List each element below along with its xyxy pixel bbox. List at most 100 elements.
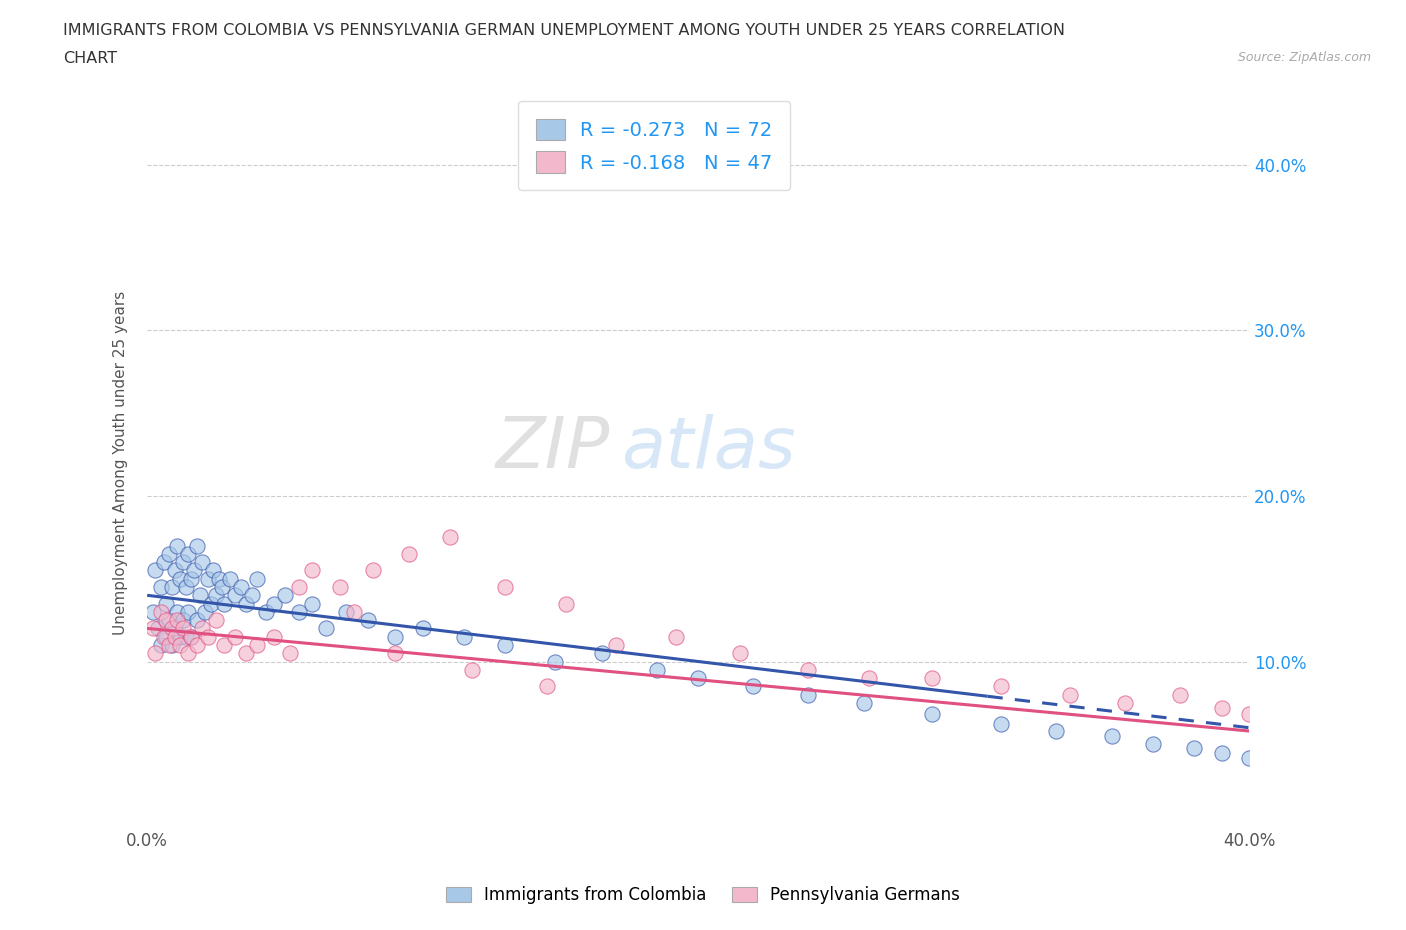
Point (461, 662, 484, 677)
Point (1101, 728, 1123, 743)
Point (728, 645, 751, 660)
Point (343, 604, 366, 619)
Point (287, 604, 309, 619)
Point (169, 637, 191, 652)
Point (1170, 687, 1192, 702)
Point (211, 579, 233, 594)
Point (254, 604, 277, 619)
Point (152, 555, 174, 570)
Point (224, 630, 246, 644)
Point (494, 579, 516, 594)
Point (240, 588, 263, 603)
Point (174, 630, 197, 644)
Point (1045, 724, 1067, 738)
Point (274, 588, 297, 603)
Point (208, 571, 231, 586)
Point (172, 621, 194, 636)
Point (852, 696, 875, 711)
Legend: Immigrants from Colombia, Pennsylvania Germans: Immigrants from Colombia, Pennsylvania G… (437, 878, 969, 912)
Point (797, 662, 820, 677)
Point (665, 630, 688, 644)
Point (235, 596, 257, 611)
Point (412, 621, 434, 636)
Point (246, 637, 269, 652)
Point (160, 637, 183, 652)
Point (246, 571, 269, 586)
Point (149, 637, 172, 652)
Point (149, 579, 172, 594)
Point (163, 563, 186, 578)
Point (398, 547, 420, 562)
Point (439, 530, 461, 545)
Point (287, 579, 309, 594)
Point (214, 637, 236, 652)
Point (155, 596, 177, 611)
Point (544, 654, 567, 669)
Text: ZIP: ZIP (496, 414, 610, 483)
Point (1239, 751, 1261, 765)
Point (163, 630, 186, 644)
Y-axis label: Unemployment Among Youth under 25 years: Unemployment Among Youth under 25 years (114, 291, 128, 635)
Point (218, 571, 240, 586)
Point (172, 613, 194, 628)
Point (197, 630, 219, 644)
Point (205, 613, 228, 628)
Text: atlas: atlas (621, 414, 796, 483)
Point (180, 630, 202, 644)
Point (149, 604, 172, 619)
Point (921, 671, 943, 685)
Point (742, 679, 765, 694)
Point (224, 588, 246, 603)
Point (194, 604, 217, 619)
Point (1211, 700, 1233, 715)
Point (155, 613, 177, 628)
Point (200, 596, 222, 611)
Point (384, 645, 406, 660)
Point (186, 538, 208, 553)
Point (191, 555, 214, 570)
Point (214, 596, 236, 611)
Point (180, 571, 202, 586)
Point (1142, 737, 1164, 751)
Point (166, 604, 188, 619)
Point (174, 579, 197, 594)
Point (1114, 696, 1136, 711)
Point (301, 596, 323, 611)
Point (591, 645, 613, 660)
Point (361, 563, 384, 578)
Point (205, 588, 228, 603)
Text: Source: ZipAtlas.com: Source: ZipAtlas.com (1237, 51, 1371, 64)
Legend: R = -0.273   N = 72, R = -0.168   N = 47: R = -0.273 N = 72, R = -0.168 N = 47 (519, 101, 790, 191)
Point (280, 645, 302, 660)
Point (142, 621, 165, 636)
Point (152, 630, 174, 644)
Text: CHART: CHART (63, 51, 117, 66)
Point (858, 671, 880, 685)
Point (356, 613, 378, 628)
Point (797, 687, 820, 702)
Point (172, 555, 194, 570)
Point (155, 630, 177, 644)
Point (186, 637, 208, 652)
Point (263, 630, 285, 644)
Point (169, 571, 191, 586)
Point (188, 588, 211, 603)
Point (453, 630, 475, 644)
Point (177, 645, 200, 660)
Point (335, 604, 357, 619)
Point (1211, 745, 1233, 760)
Point (384, 630, 406, 644)
Point (229, 579, 252, 594)
Point (921, 707, 943, 722)
Point (177, 604, 200, 619)
Point (536, 679, 558, 694)
Point (186, 613, 208, 628)
Point (177, 547, 200, 562)
Point (1182, 740, 1205, 755)
Point (142, 604, 165, 619)
Point (1239, 707, 1261, 722)
Point (555, 596, 578, 611)
Point (157, 613, 180, 628)
Point (605, 637, 627, 652)
Point (315, 621, 337, 636)
